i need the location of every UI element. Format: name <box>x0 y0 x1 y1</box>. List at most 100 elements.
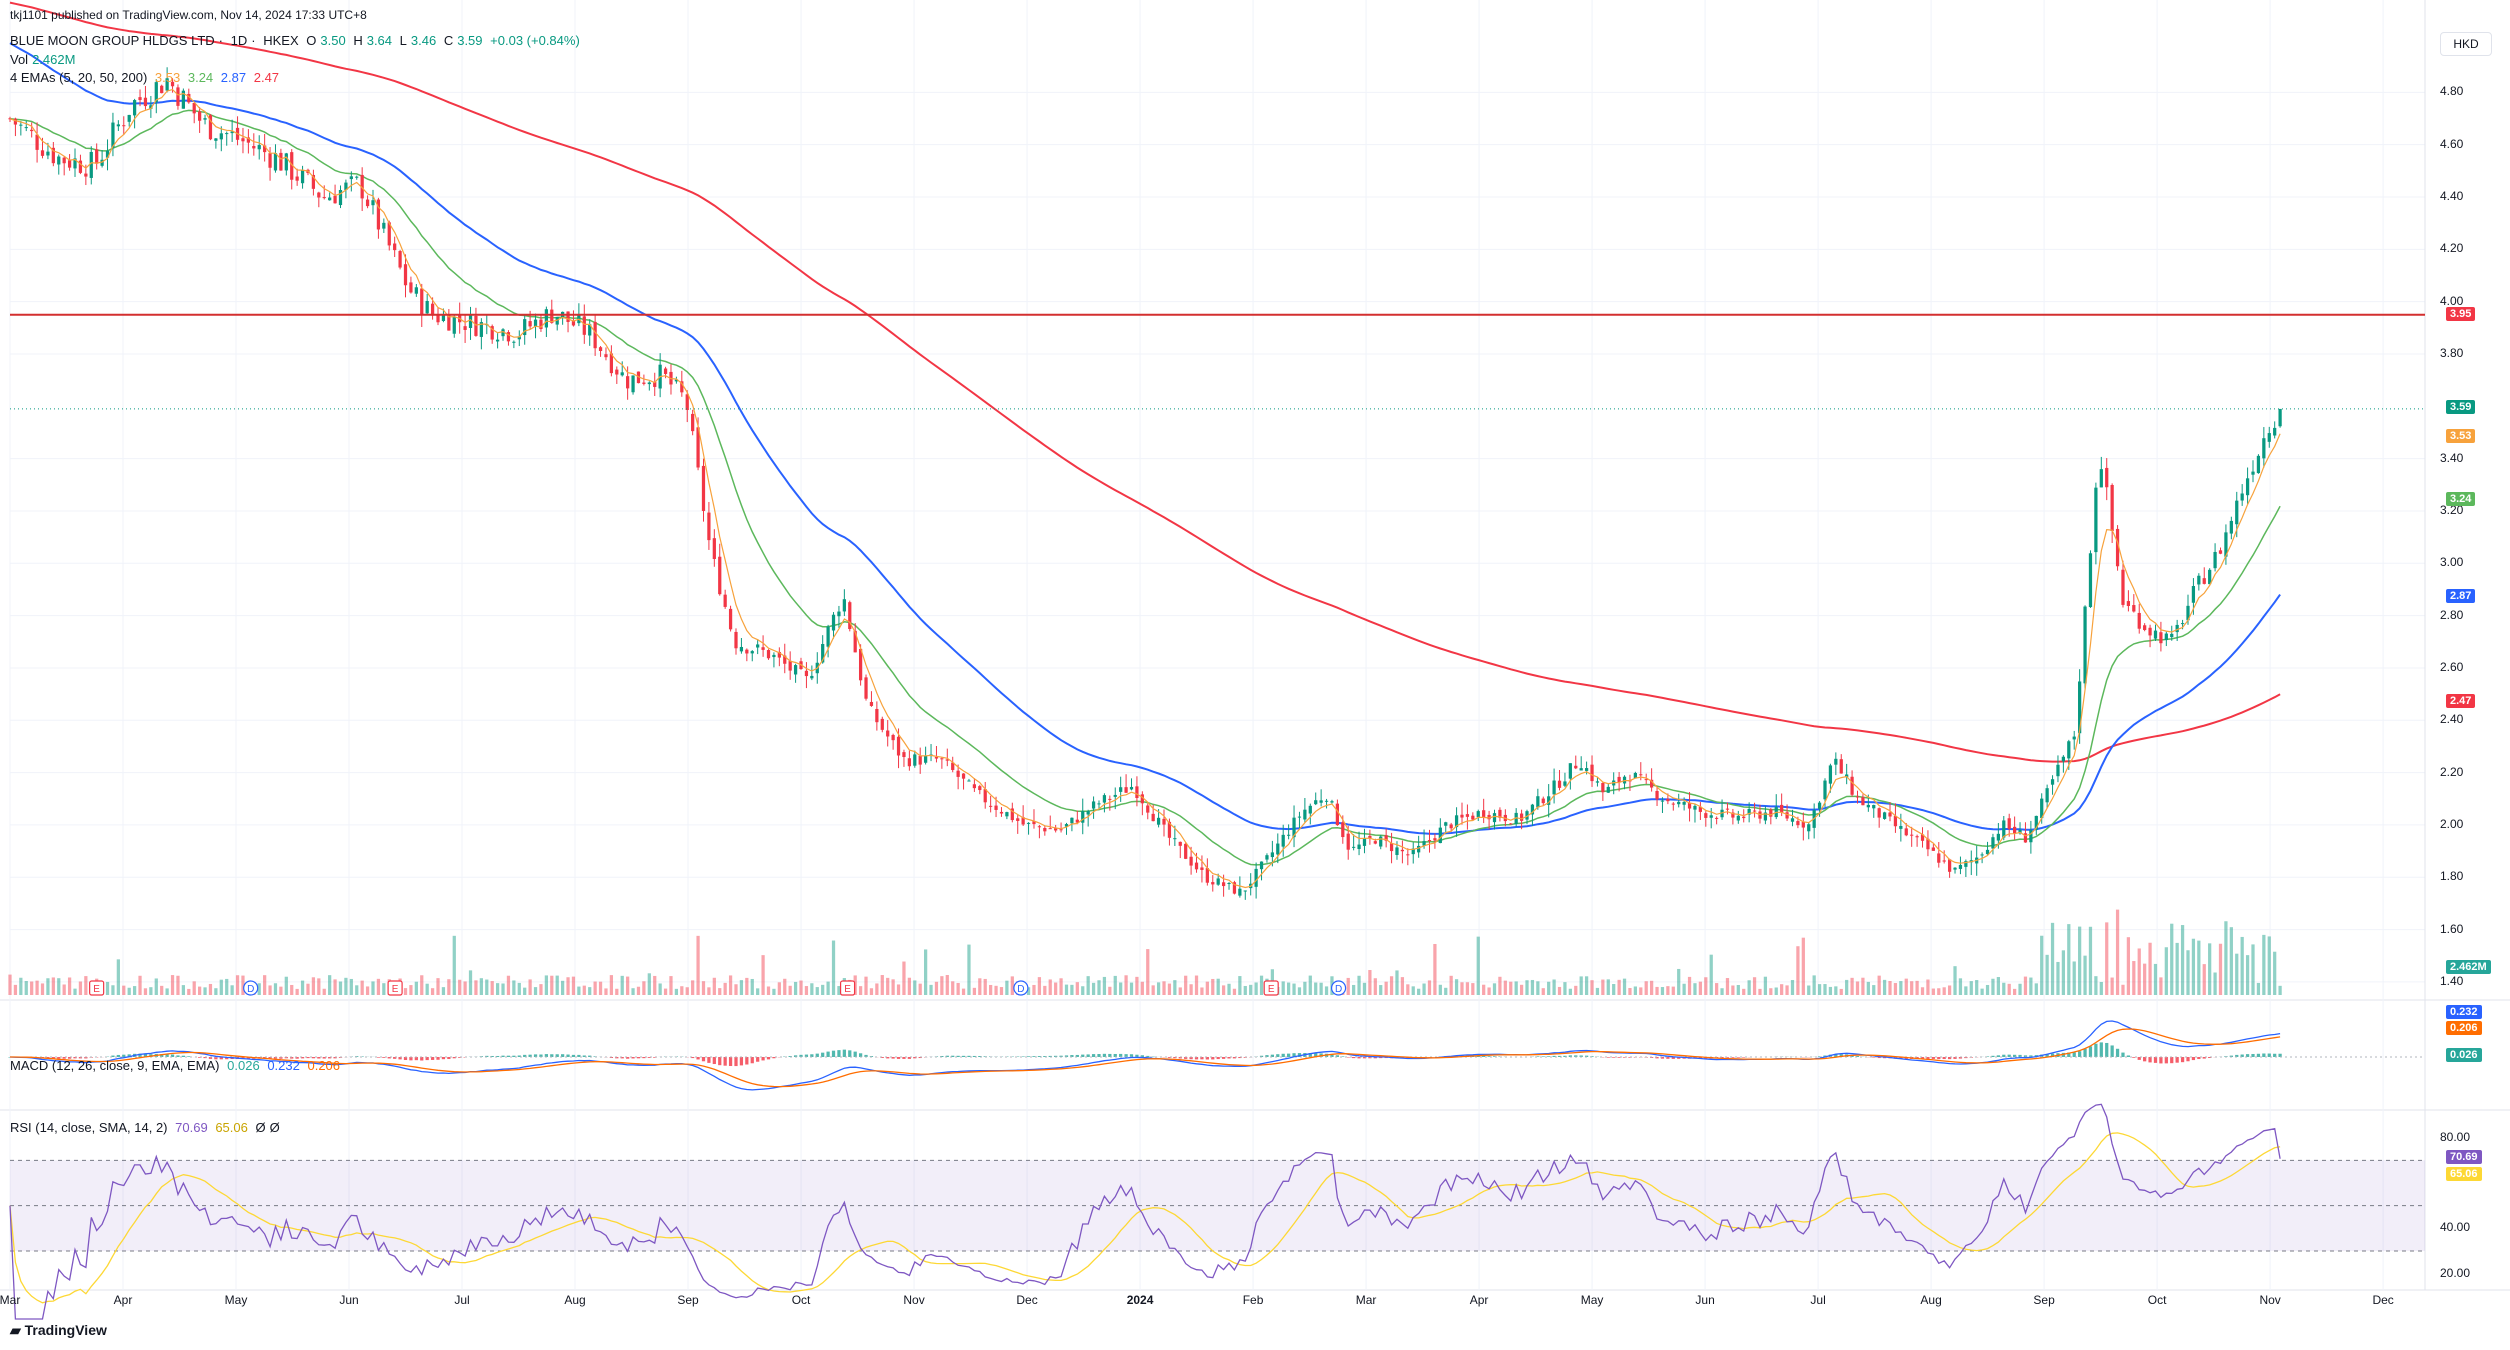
candle-body <box>1211 882 1215 885</box>
macd-hist-bar <box>2045 1054 2049 1057</box>
time-axis-label: Nov <box>903 1293 925 1307</box>
macd-hist-bar <box>1135 1054 1139 1057</box>
price-axis-label: 4.40 <box>2440 188 2464 203</box>
volume-bar <box>2191 938 2196 995</box>
candle-body <box>1297 816 1302 818</box>
volume-bar <box>1796 946 1800 995</box>
volume-bar <box>2164 947 2168 995</box>
macd-hist-bar <box>728 1057 733 1067</box>
macd-hist-bar <box>1584 1055 1589 1057</box>
candle-body <box>1725 808 1730 810</box>
macd-hist-bar <box>506 1055 511 1057</box>
candle-body <box>609 353 614 374</box>
candle-body <box>642 382 646 384</box>
macd-hist-bar <box>1677 1057 1681 1059</box>
candle-body <box>1698 806 1703 812</box>
macd-hist-bar <box>1492 1056 1497 1057</box>
macd-hist-bar <box>1205 1057 1209 1060</box>
volume-bar <box>615 988 619 995</box>
volume-bar <box>1395 970 1399 995</box>
candle-body <box>1547 796 1551 805</box>
candle-body <box>479 322 483 337</box>
volume-bar <box>1368 970 1372 995</box>
volume-bar <box>1557 986 1562 995</box>
candle-body <box>1595 781 1600 783</box>
candle-body <box>533 319 538 327</box>
macd-hist-bar <box>387 1057 391 1059</box>
volume-bar <box>2050 922 2055 995</box>
macd-hist-bar <box>891 1057 895 1059</box>
candle-body <box>116 124 120 127</box>
volume-bar <box>1612 984 1616 995</box>
candle-body <box>1384 835 1388 841</box>
volume-bar <box>1552 979 1556 995</box>
candle-body <box>1368 835 1372 839</box>
volume-bar <box>1411 986 1415 995</box>
volume-bar <box>1400 977 1405 995</box>
macd-hist-bar <box>756 1057 760 1062</box>
candle-body <box>414 287 418 294</box>
ema200-line <box>9 1 2281 763</box>
volume-bar <box>1438 984 1442 995</box>
macd-hist-bar <box>712 1057 716 1065</box>
ema50-line <box>9 42 2281 835</box>
candle-body <box>230 131 234 134</box>
candle-body <box>999 811 1004 814</box>
macd-hist-bar <box>1037 1056 1042 1057</box>
candle-body <box>1655 791 1659 800</box>
macd-hist-bar <box>393 1057 397 1059</box>
volume-bar <box>225 978 229 995</box>
macd-hist-bar <box>2245 1054 2250 1057</box>
interval: 1D <box>230 33 248 48</box>
candle-body <box>2273 427 2277 436</box>
candle-body <box>24 127 28 129</box>
volume-bar <box>1471 983 1475 995</box>
volume-bar <box>474 980 478 995</box>
time-axis-label: Nov <box>2259 1293 2281 1307</box>
candle-body <box>360 174 364 199</box>
candle-body <box>2099 469 2103 488</box>
candle-body <box>1113 794 1117 797</box>
price-axis-label: 3.40 <box>2440 450 2464 465</box>
currency-button[interactable]: HKD <box>2440 32 2492 56</box>
volume-bar <box>978 978 982 995</box>
price-tag: 0.206 <box>2446 1021 2482 1035</box>
candle-body <box>420 288 424 315</box>
candle-body <box>2023 833 2028 843</box>
candle-body <box>187 93 191 103</box>
macd-hist-bar <box>831 1050 836 1057</box>
macd-hist-bar <box>1736 1057 1740 1058</box>
macd-hist-bar <box>886 1057 890 1059</box>
macd-hist-bar <box>1292 1053 1296 1057</box>
candle-body <box>132 100 137 116</box>
macd-hist-bar <box>577 1054 581 1057</box>
volume-bar <box>1010 976 1014 995</box>
volume-bar <box>349 978 353 995</box>
volume-bar <box>1373 978 1377 995</box>
macd-hist-bar <box>642 1057 646 1059</box>
candle-body <box>371 200 375 206</box>
volume-bar <box>170 975 175 995</box>
volume-bar <box>219 979 223 995</box>
volume-bar <box>1124 975 1128 995</box>
volume-bar <box>495 983 500 995</box>
candle-body <box>198 111 202 121</box>
volume-bar <box>458 979 462 995</box>
macd-hist-bar <box>1579 1055 1583 1057</box>
macd-hist-bar <box>2208 1057 2212 1058</box>
candle-body <box>615 369 619 375</box>
macd-hist-bar <box>1146 1055 1150 1057</box>
macd-hist-bar <box>1899 1057 1903 1059</box>
macd-hist-bar <box>701 1057 706 1062</box>
macd-hist-bar <box>1817 1056 1822 1057</box>
volume-bar <box>582 985 586 995</box>
macd-hist-bar <box>1947 1057 1952 1060</box>
macd-hist-bar <box>1937 1057 1941 1060</box>
volume-bar <box>783 978 787 995</box>
volume-bar <box>409 985 413 995</box>
candle-body <box>2110 485 2114 531</box>
candle-body <box>582 316 586 335</box>
macd-hist-bar <box>2143 1057 2147 1062</box>
volume-bar <box>1026 987 1031 995</box>
